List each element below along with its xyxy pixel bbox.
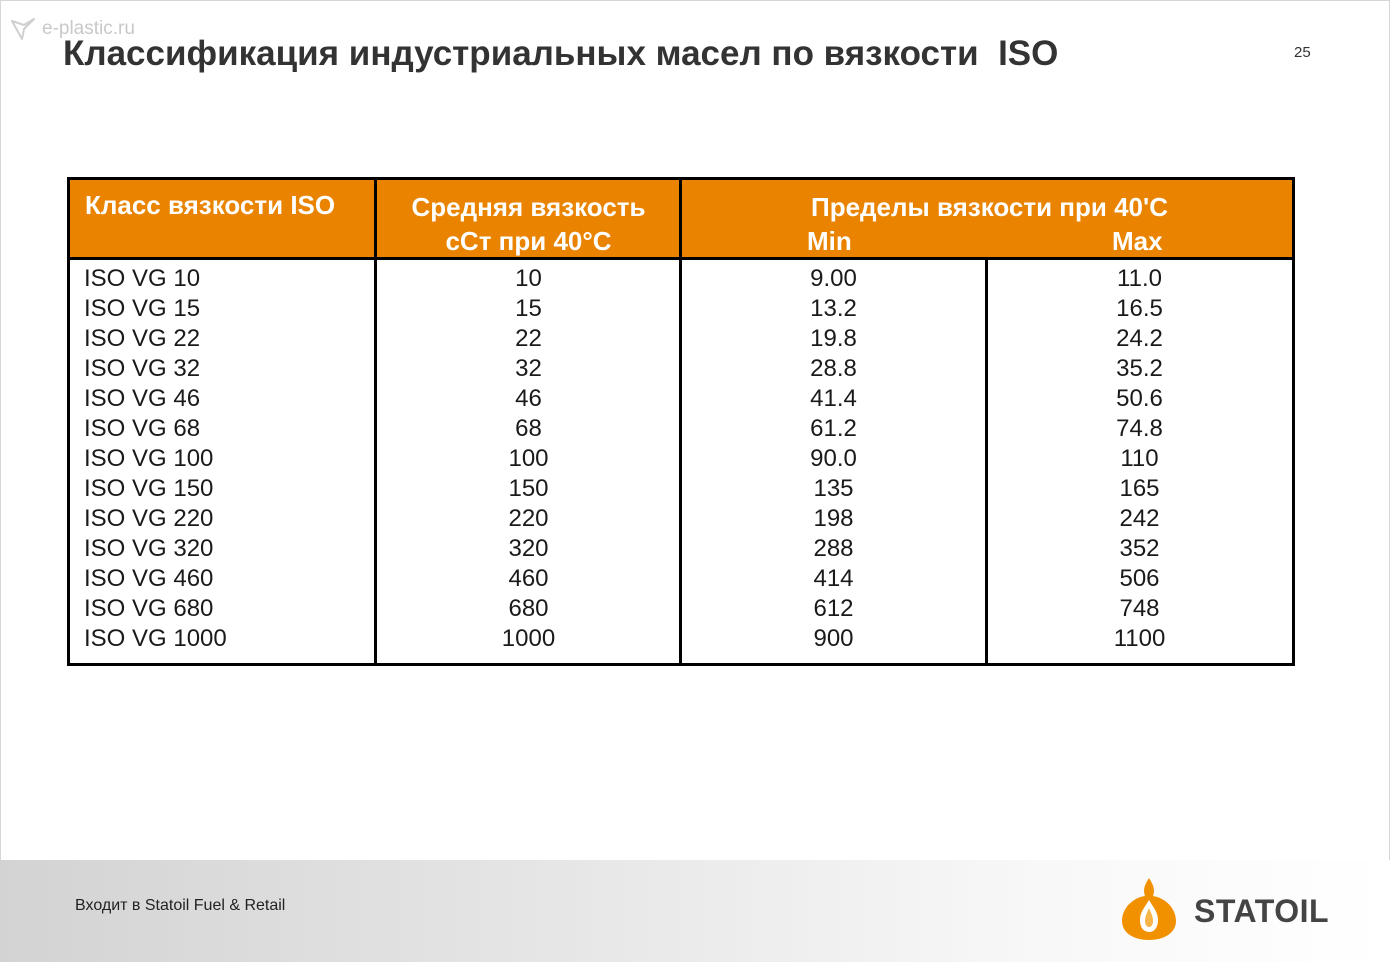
table-cell-min: 41.4	[810, 385, 857, 412]
table-cell-mean: 46	[515, 385, 542, 412]
table-cell-mean: 32	[515, 355, 542, 382]
table-cell-mean: 100	[508, 445, 549, 472]
statoil-logo-text: STATOIL	[1194, 892, 1330, 929]
table-cell-min: 9.00	[810, 265, 857, 292]
header-mean-line2: сСт при 40°С	[445, 226, 612, 256]
header-max: Max	[1112, 226, 1163, 256]
table-cell-grade: ISO VG 22	[84, 325, 201, 352]
table-cell-max: 16.5	[1116, 295, 1163, 322]
header-grade: Класс вязкости ISO	[85, 190, 336, 220]
table-cell-min: 612	[813, 595, 854, 622]
table-cell-max: 506	[1119, 565, 1160, 592]
column-mean: 10 15 22 32 46 68 100 150 220 320 460 680 1000	[376, 264, 681, 653]
bird-logo-icon	[10, 17, 36, 41]
table-cell-grade: ISO VG 68	[84, 415, 201, 442]
column-divider	[374, 180, 377, 663]
header-viscosity-range: Пределы вязкости при 40'С Min Max	[681, 180, 1292, 257]
table-cell-min: 90.0	[810, 445, 857, 472]
header-min: Min	[807, 226, 852, 256]
footer-bar: Входит в Statoil Fuel & Retail STATOIL	[0, 860, 1390, 962]
table-cell-mean: 10	[515, 265, 542, 292]
table-cell-max: 748	[1119, 595, 1160, 622]
statoil-logo: STATOIL	[1118, 876, 1330, 947]
table-cell-mean: 1000	[501, 625, 556, 652]
table-cell-max: 1100	[1113, 625, 1166, 652]
table-cell-grade: ISO VG 150	[84, 475, 214, 502]
table-cell-grade: ISO VG 460	[84, 565, 214, 592]
table-cell-mean: 320	[508, 535, 549, 562]
column-divider	[985, 260, 988, 663]
table-cell-min: 61.2	[810, 415, 857, 442]
statoil-flame-drop-icon	[1118, 876, 1180, 947]
table-cell-min: 198	[813, 505, 854, 532]
header-mean-viscosity: Средняя вязкость сСт при 40°С	[376, 180, 681, 257]
column-min: 9.00 13.2 19.8 28.8 41.4 61.2 90.0 135 198 288 414…	[681, 264, 986, 653]
table-cell-grade: ISO VG 1000	[84, 625, 227, 652]
table-cell-min: 13.2	[810, 295, 857, 322]
table-cell-min: 28.8	[810, 355, 857, 382]
table-cell-min: 135	[813, 475, 854, 502]
table-cell-mean: 680	[508, 595, 549, 622]
table-cell-max: 242	[1119, 505, 1160, 532]
table-cell-grade: ISO VG 320	[84, 535, 214, 562]
page-number: 25	[1294, 44, 1311, 61]
table-cell-mean: 150	[508, 475, 549, 502]
table-cell-min: 19.8	[810, 325, 857, 352]
table-cell-mean: 220	[508, 505, 549, 532]
header-range-title: Пределы вязкости при 40'С	[811, 192, 1168, 222]
table-cell-grade: ISO VG 46	[84, 385, 201, 412]
watermark: e-plastic.ru	[10, 14, 135, 44]
table-cell-min: 288	[813, 535, 854, 562]
footer-text: Входит в Statoil Fuel & Retail	[75, 897, 286, 914]
table-cell-grade: ISO VG 32	[84, 355, 201, 382]
table-cell-max: 74.8	[1116, 415, 1163, 442]
table-cell-grade: ISO VG 220	[84, 505, 214, 532]
table-cell-grade: ISO VG 100	[84, 445, 214, 472]
table-cell-max: 35.2	[1116, 355, 1163, 382]
column-divider	[679, 180, 682, 663]
column-max: 11.0 16.5 24.2 35.2 50.6 74.8 110 165 242 352 506 7…	[987, 264, 1292, 653]
table-cell-max: 50.6	[1116, 385, 1163, 412]
header-mean-line1: Средняя вязкость	[411, 192, 646, 222]
table-cell-mean: 22	[515, 325, 542, 352]
slide-title: Классификация индустриальных масел по вя…	[63, 34, 1059, 73]
table-cell-mean: 68	[515, 415, 542, 442]
watermark-text: e-plastic.ru	[42, 18, 135, 39]
table-cell-max: 11.0	[1117, 265, 1162, 292]
table-cell-max: 24.2	[1116, 325, 1163, 352]
table-cell-mean: 15	[515, 295, 542, 322]
table-cell-min: 414	[813, 565, 854, 592]
table-cell-max: 352	[1119, 535, 1160, 562]
table-cell-grade: ISO VG 680	[84, 595, 214, 622]
viscosity-table: Класс вязкости ISO Средняя вязкость сСт …	[67, 177, 1295, 666]
table-cell-grade: ISO VG 10	[84, 265, 201, 292]
column-grade: ISO VG 10 ISO VG 15 ISO VG 22 ISO VG 32 ISO …	[84, 264, 374, 653]
table-cell-max: 110	[1120, 445, 1159, 472]
table-cell-max: 165	[1119, 475, 1160, 502]
table-cell-mean: 460	[508, 565, 549, 592]
table-cell-min: 900	[813, 625, 854, 652]
table-cell-grade: ISO VG 15	[84, 295, 201, 322]
